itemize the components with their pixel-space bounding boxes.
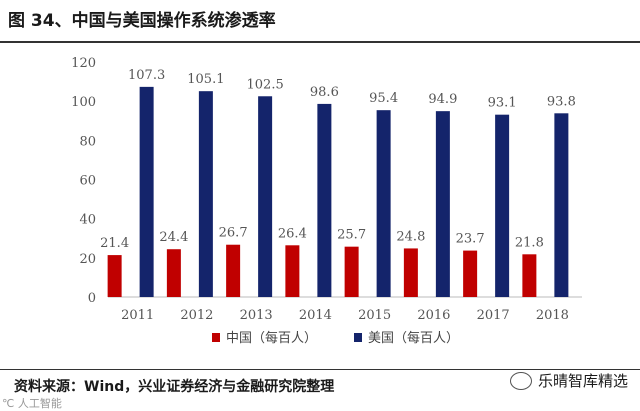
data-label: 93.8 [547, 94, 576, 109]
x-tick-label: 2018 [536, 308, 569, 323]
legend: 中国（每百人） 美国（每百人） [212, 330, 459, 346]
y-tick-label: 100 [71, 95, 96, 110]
data-label: 23.7 [456, 232, 485, 247]
figure-title: 图 34、中国与美国操作系统渗透率 [8, 11, 276, 31]
us-bar-2017 [495, 114, 510, 297]
data-label: 21.8 [515, 235, 544, 250]
bar-chart: 0 20 40 60 80 100 120 21.4 24.4 26.7 26.4 25.7 24.8… [71, 56, 582, 346]
y-tick-label: 60 [79, 174, 96, 189]
legend-swatch [354, 333, 362, 342]
y-tick-label: 20 [79, 252, 96, 267]
y-tick-label: 40 [79, 213, 96, 228]
data-label: 107.3 [128, 68, 165, 83]
data-label: 25.7 [337, 228, 366, 243]
us-bar-2011 [139, 86, 154, 297]
us-bar-2014 [317, 103, 332, 298]
us-bar-2016 [435, 111, 450, 297]
y-tick-label: 80 [79, 134, 96, 149]
x-axis: 2011 2012 2013 2014 2015 2016 2017 2018 [121, 308, 569, 323]
legend-label: 美国（每百人） [368, 330, 459, 346]
data-label: 21.4 [100, 236, 129, 251]
legend-label: 中国（每百人） [226, 330, 317, 346]
legend-swatch [212, 333, 220, 342]
x-tick-label: 2014 [299, 308, 332, 323]
data-label: 26.7 [219, 226, 248, 241]
y-axis: 0 20 40 60 80 100 120 [71, 56, 96, 306]
title-divider [0, 41, 640, 43]
data-label: 102.5 [247, 77, 284, 92]
data-label: 98.6 [310, 85, 339, 100]
x-tick-label: 2016 [417, 308, 450, 323]
footer-divider [0, 369, 640, 370]
china-bar-2014 [285, 245, 300, 297]
china-bar-2011 [107, 255, 122, 297]
x-tick-label: 2015 [358, 308, 391, 323]
x-tick-label: 2017 [477, 308, 510, 323]
wechat-icon [509, 371, 532, 390]
data-label: 95.4 [369, 91, 398, 106]
china-bar-2018 [522, 254, 537, 297]
data-label: 24.8 [396, 229, 425, 244]
china-bar-2017 [463, 250, 478, 297]
y-tick-label: 0 [88, 291, 96, 306]
bars-group [107, 86, 569, 298]
corner-watermark: ℃ 人工智能 [2, 397, 62, 410]
watermark-text: 乐晴智库精选 [537, 372, 628, 390]
us-bar-2012 [198, 91, 213, 297]
data-labels-group: 21.4 24.4 26.7 26.4 25.7 24.8 23.7 21.8 107.3 105… [100, 68, 576, 251]
data-label: 26.4 [278, 226, 307, 241]
china-bar-2015 [344, 246, 359, 297]
x-tick-label: 2013 [240, 308, 273, 323]
source-note: 资料来源：Wind，兴业证券经济与金融研究院整理 [14, 379, 335, 395]
data-label: 93.1 [488, 96, 517, 111]
data-label: 24.4 [159, 230, 188, 245]
china-bar-2013 [226, 244, 241, 297]
x-tick-label: 2011 [121, 308, 154, 323]
china-bar-2016 [403, 248, 418, 297]
us-bar-2013 [258, 96, 273, 297]
china-bar-2012 [166, 249, 181, 297]
watermark: 乐晴智库精选 [509, 370, 628, 391]
x-tick-label: 2012 [180, 308, 213, 323]
us-bar-2018 [554, 113, 569, 297]
y-tick-label: 120 [71, 56, 96, 71]
us-bar-2015 [376, 110, 391, 297]
data-label: 94.9 [428, 92, 457, 107]
data-label: 105.1 [187, 72, 224, 87]
